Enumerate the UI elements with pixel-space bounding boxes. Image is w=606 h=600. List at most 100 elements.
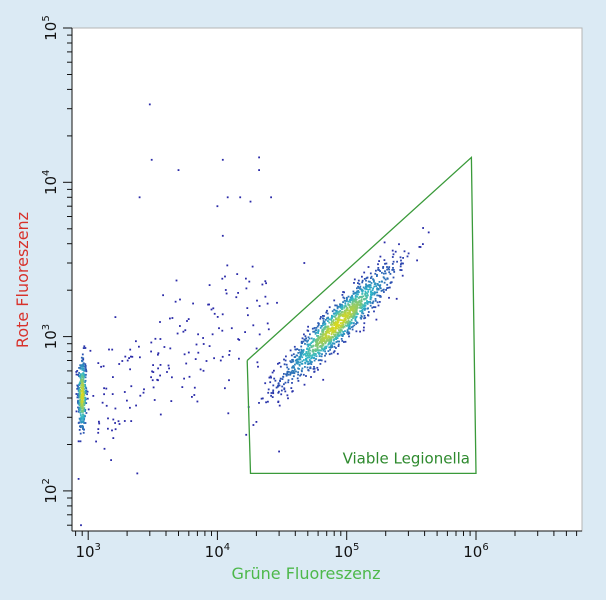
- event-dot: [245, 287, 248, 290]
- event-dot: [361, 293, 364, 295]
- event-dot: [150, 341, 153, 344]
- event-dot: [256, 361, 259, 364]
- event-dot: [326, 312, 329, 315]
- event-dot: [376, 294, 379, 297]
- event-dot: [356, 291, 358, 294]
- event-dot: [202, 343, 205, 345]
- event-dot: [287, 379, 290, 382]
- event-dot: [108, 348, 110, 351]
- y-tick-label: 103: [41, 324, 60, 349]
- event-dot: [356, 303, 358, 306]
- event-dot: [221, 355, 224, 358]
- gate-polygon[interactable]: [246, 155, 477, 475]
- event-dot: [362, 329, 365, 332]
- event-dot: [327, 316, 329, 319]
- event-dot: [351, 296, 354, 299]
- event-dot: [285, 374, 288, 377]
- event-dot: [80, 421, 83, 424]
- event-dot: [364, 290, 367, 293]
- event-dot: [373, 291, 376, 293]
- event-dot: [81, 415, 84, 418]
- event-dot: [84, 368, 87, 370]
- event-dot: [343, 299, 346, 302]
- event-dot: [185, 362, 188, 365]
- event-dot: [350, 318, 353, 321]
- event-dot: [339, 303, 342, 306]
- event-dot: [286, 370, 289, 373]
- event-dot: [317, 324, 320, 327]
- event-dot: [386, 268, 388, 271]
- event-dot: [271, 371, 274, 374]
- event-dot: [77, 401, 79, 403]
- event-dot: [402, 262, 404, 265]
- event-dot: [285, 355, 287, 358]
- event-dot: [81, 391, 83, 393]
- event-dot: [83, 345, 86, 348]
- event-dot: [345, 307, 348, 310]
- event-dot: [348, 317, 351, 319]
- event-dot: [118, 363, 121, 365]
- event-dot: [347, 332, 350, 335]
- event-dot: [319, 363, 322, 365]
- event-dot: [337, 316, 340, 319]
- event-dot: [290, 361, 293, 363]
- event-dot: [357, 290, 360, 292]
- event-dot: [385, 289, 387, 291]
- event-dot: [293, 366, 295, 369]
- event-dot: [286, 373, 289, 375]
- event-dot: [314, 332, 317, 335]
- event-dot: [309, 349, 312, 352]
- event-dot: [267, 391, 270, 394]
- event-dot: [207, 303, 209, 306]
- event-dot: [307, 339, 309, 342]
- event-dot: [392, 253, 395, 256]
- event-dot: [337, 326, 340, 329]
- event-dot: [348, 324, 351, 326]
- event-dot: [376, 274, 378, 276]
- event-dot: [211, 333, 214, 336]
- event-dot: [283, 383, 285, 386]
- event-dot: [360, 306, 362, 309]
- event-dot: [378, 269, 380, 271]
- event-dot: [355, 315, 358, 318]
- event-dot: [324, 323, 327, 325]
- event-dot: [381, 289, 384, 292]
- event-dot: [171, 317, 174, 319]
- event-dot: [366, 300, 368, 302]
- event-dot: [339, 329, 341, 332]
- event-dot: [82, 416, 84, 419]
- event-dot: [358, 297, 360, 299]
- event-dot: [363, 302, 366, 305]
- event-dot: [346, 299, 348, 302]
- event-dot: [169, 347, 172, 350]
- event-dot: [84, 363, 87, 366]
- event-dot: [342, 291, 344, 293]
- event-dot: [293, 370, 295, 372]
- event-dot: [129, 368, 131, 371]
- event-dot: [299, 356, 301, 359]
- event-dot: [112, 376, 114, 378]
- event-dot: [373, 293, 376, 296]
- event-dot: [271, 396, 274, 398]
- event-dot: [315, 329, 318, 331]
- event-dot: [270, 394, 272, 397]
- event-dot: [345, 316, 347, 318]
- event-dot: [264, 382, 267, 385]
- event-dot: [307, 369, 310, 371]
- event-dot: [336, 307, 339, 310]
- event-dot: [117, 420, 120, 423]
- event-dot: [348, 322, 350, 325]
- event-dot: [326, 317, 328, 320]
- event-dot: [355, 323, 357, 325]
- event-dot: [333, 350, 336, 352]
- event-dot: [349, 305, 352, 308]
- event-dot: [278, 450, 280, 453]
- event-dot: [307, 325, 309, 328]
- event-dot: [312, 344, 315, 347]
- event-dot: [328, 332, 331, 335]
- event-dot: [296, 358, 299, 361]
- event-dot: [221, 277, 224, 280]
- event-dot: [339, 314, 342, 317]
- event-dot: [344, 319, 347, 322]
- event-dot: [365, 288, 368, 290]
